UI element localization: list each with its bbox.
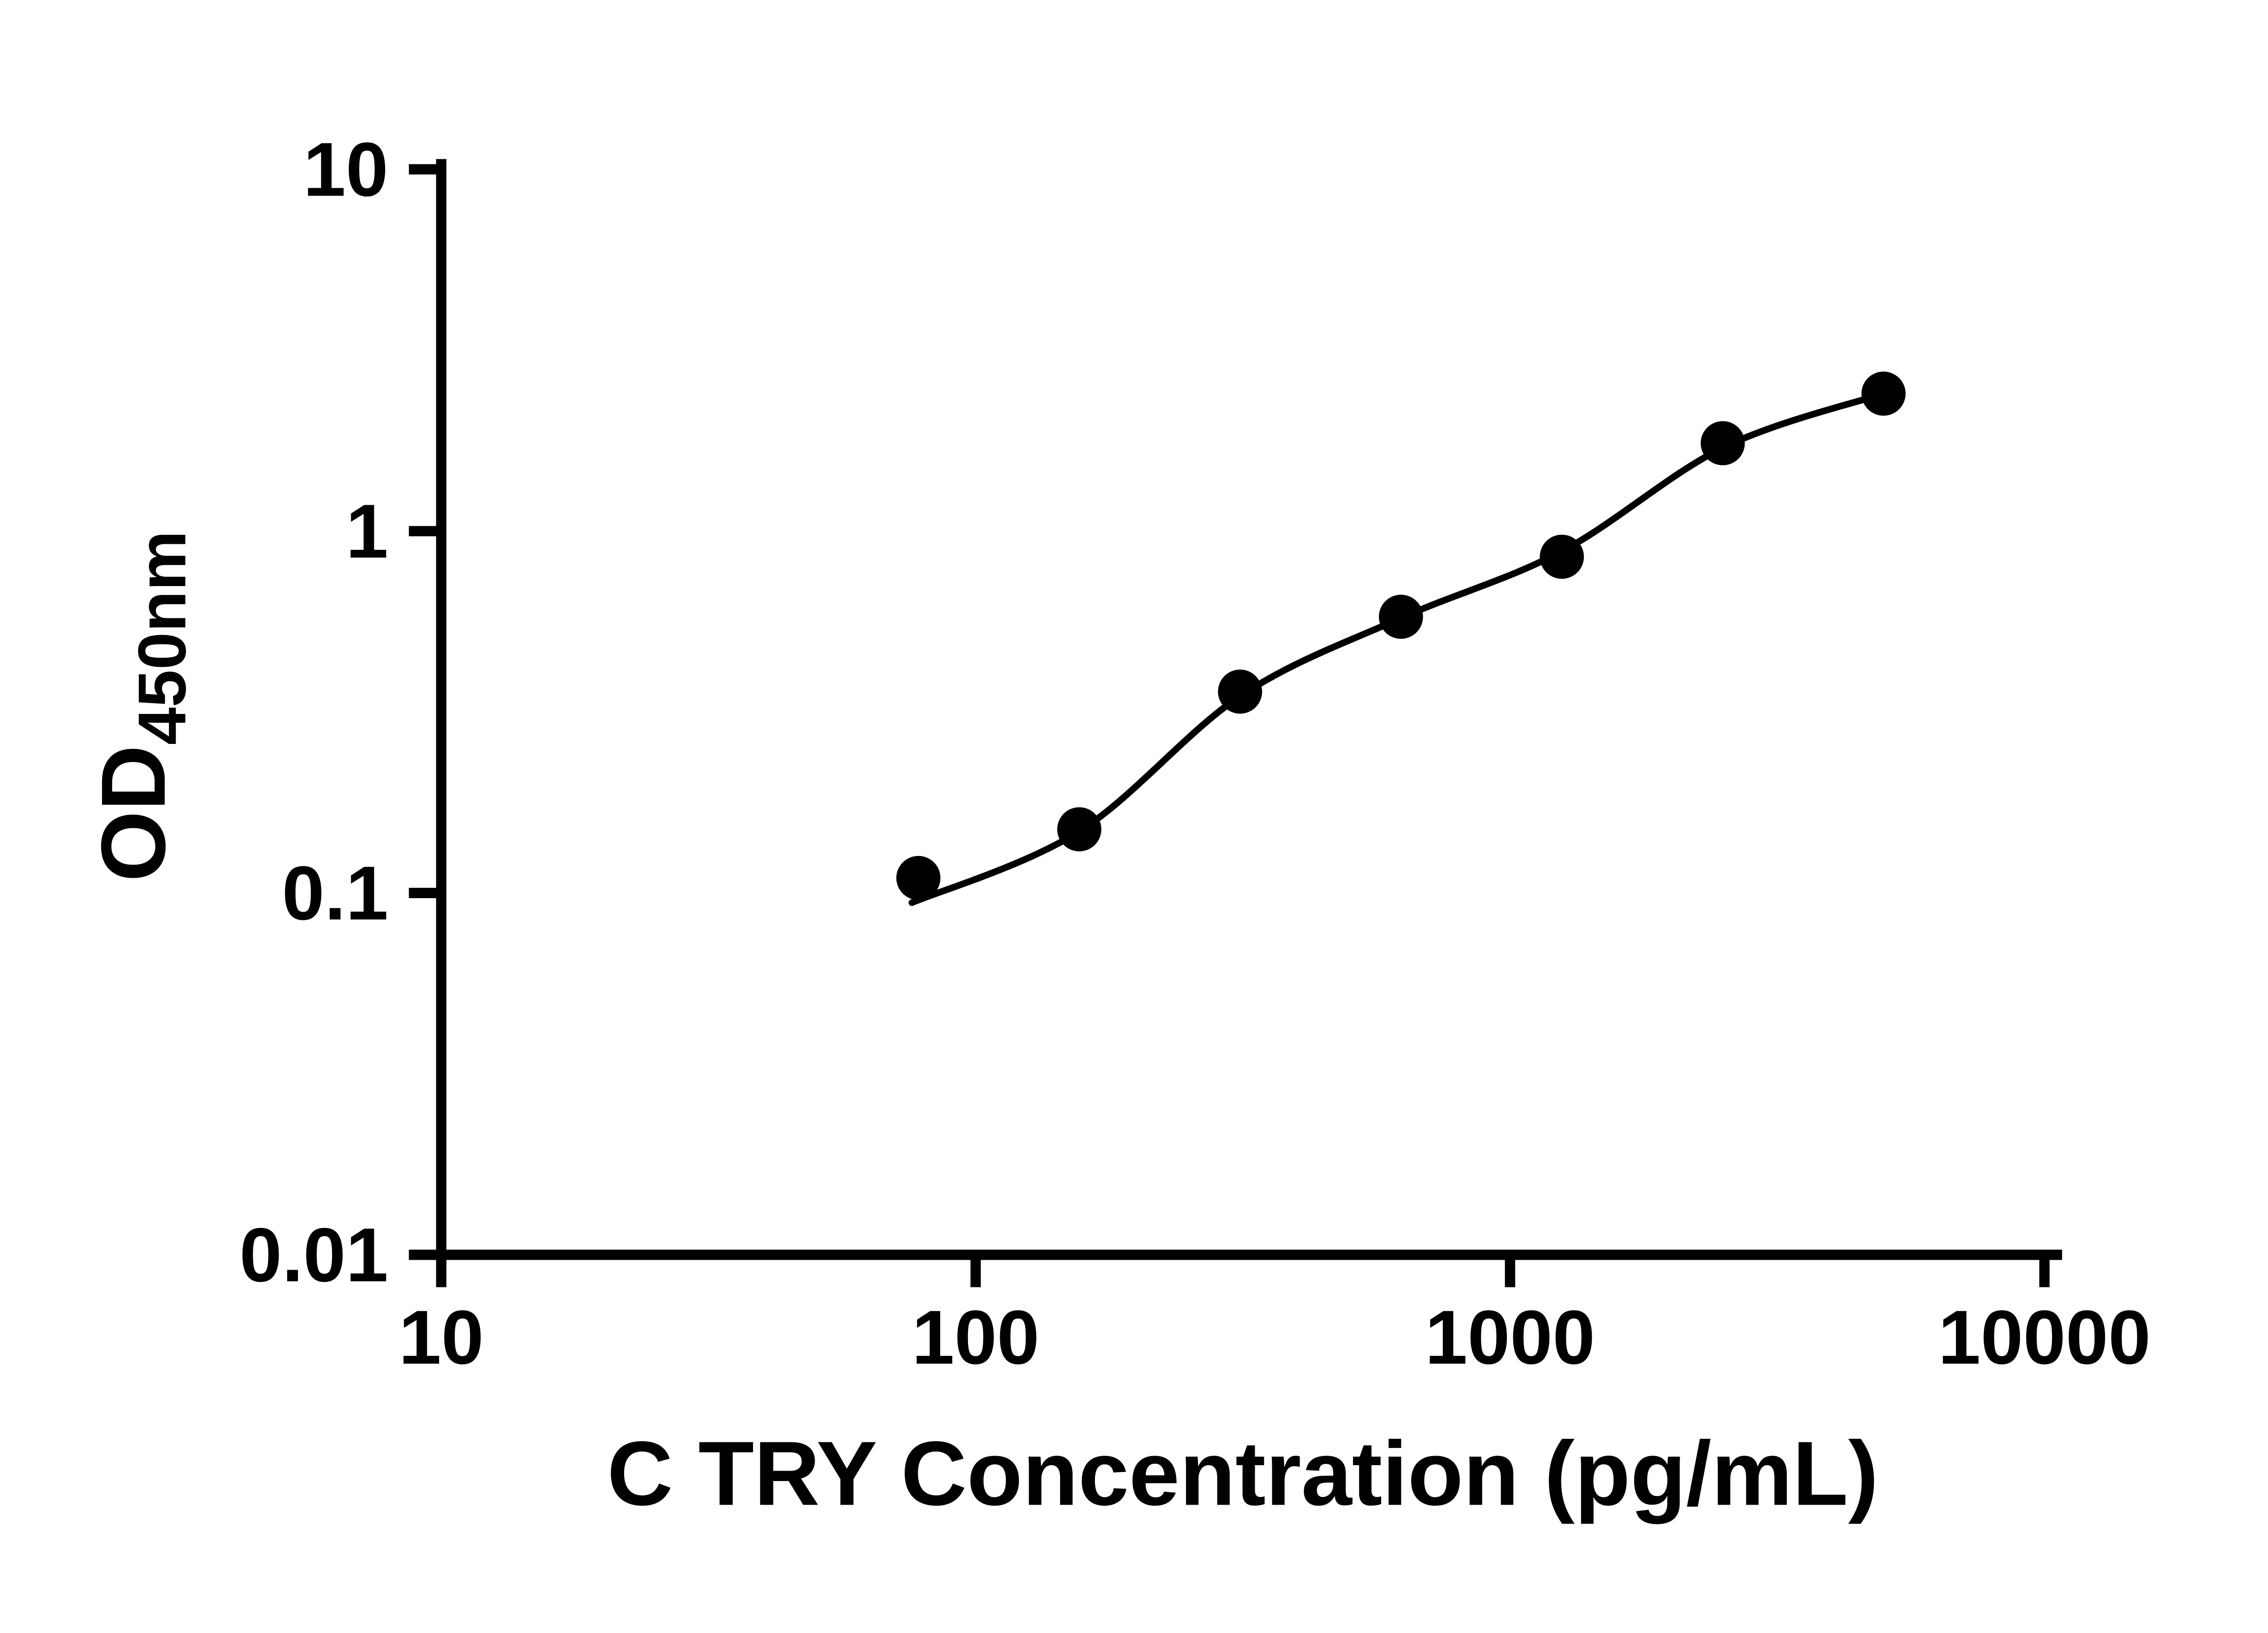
y-tick-label: 0.1 (282, 850, 388, 936)
data-point (1218, 670, 1262, 714)
data-point (1057, 807, 1102, 851)
tick-marks (409, 164, 2050, 1287)
y-axis-title-main: OD (82, 745, 184, 882)
x-tick-label: 1000 (1425, 1294, 1595, 1380)
data-point (1378, 595, 1423, 639)
y-axis-title-subscript: 450nm (124, 531, 200, 745)
y-tick-label: 10 (303, 127, 388, 212)
x-tick-label: 10 (399, 1294, 484, 1380)
data-point (896, 856, 941, 900)
x-tick-label: 100 (912, 1294, 1039, 1380)
x-axis-title: C TRY Concentration (pg/mL) (607, 1423, 1878, 1525)
y-tick-label: 0.01 (240, 1212, 388, 1298)
data-point (1861, 372, 1906, 416)
x-tick-labels: 10 100 1000 10000 (399, 1294, 2151, 1380)
data-point (1701, 421, 1745, 465)
x-tick-label: 10000 (1938, 1294, 2151, 1380)
y-tick-labels: 0.01 0.1 1 10 (240, 127, 388, 1298)
y-axis-title: OD450nm (82, 531, 200, 882)
data-point (1540, 534, 1584, 579)
data-points (896, 372, 1906, 900)
y-tick-label: 1 (346, 488, 388, 574)
